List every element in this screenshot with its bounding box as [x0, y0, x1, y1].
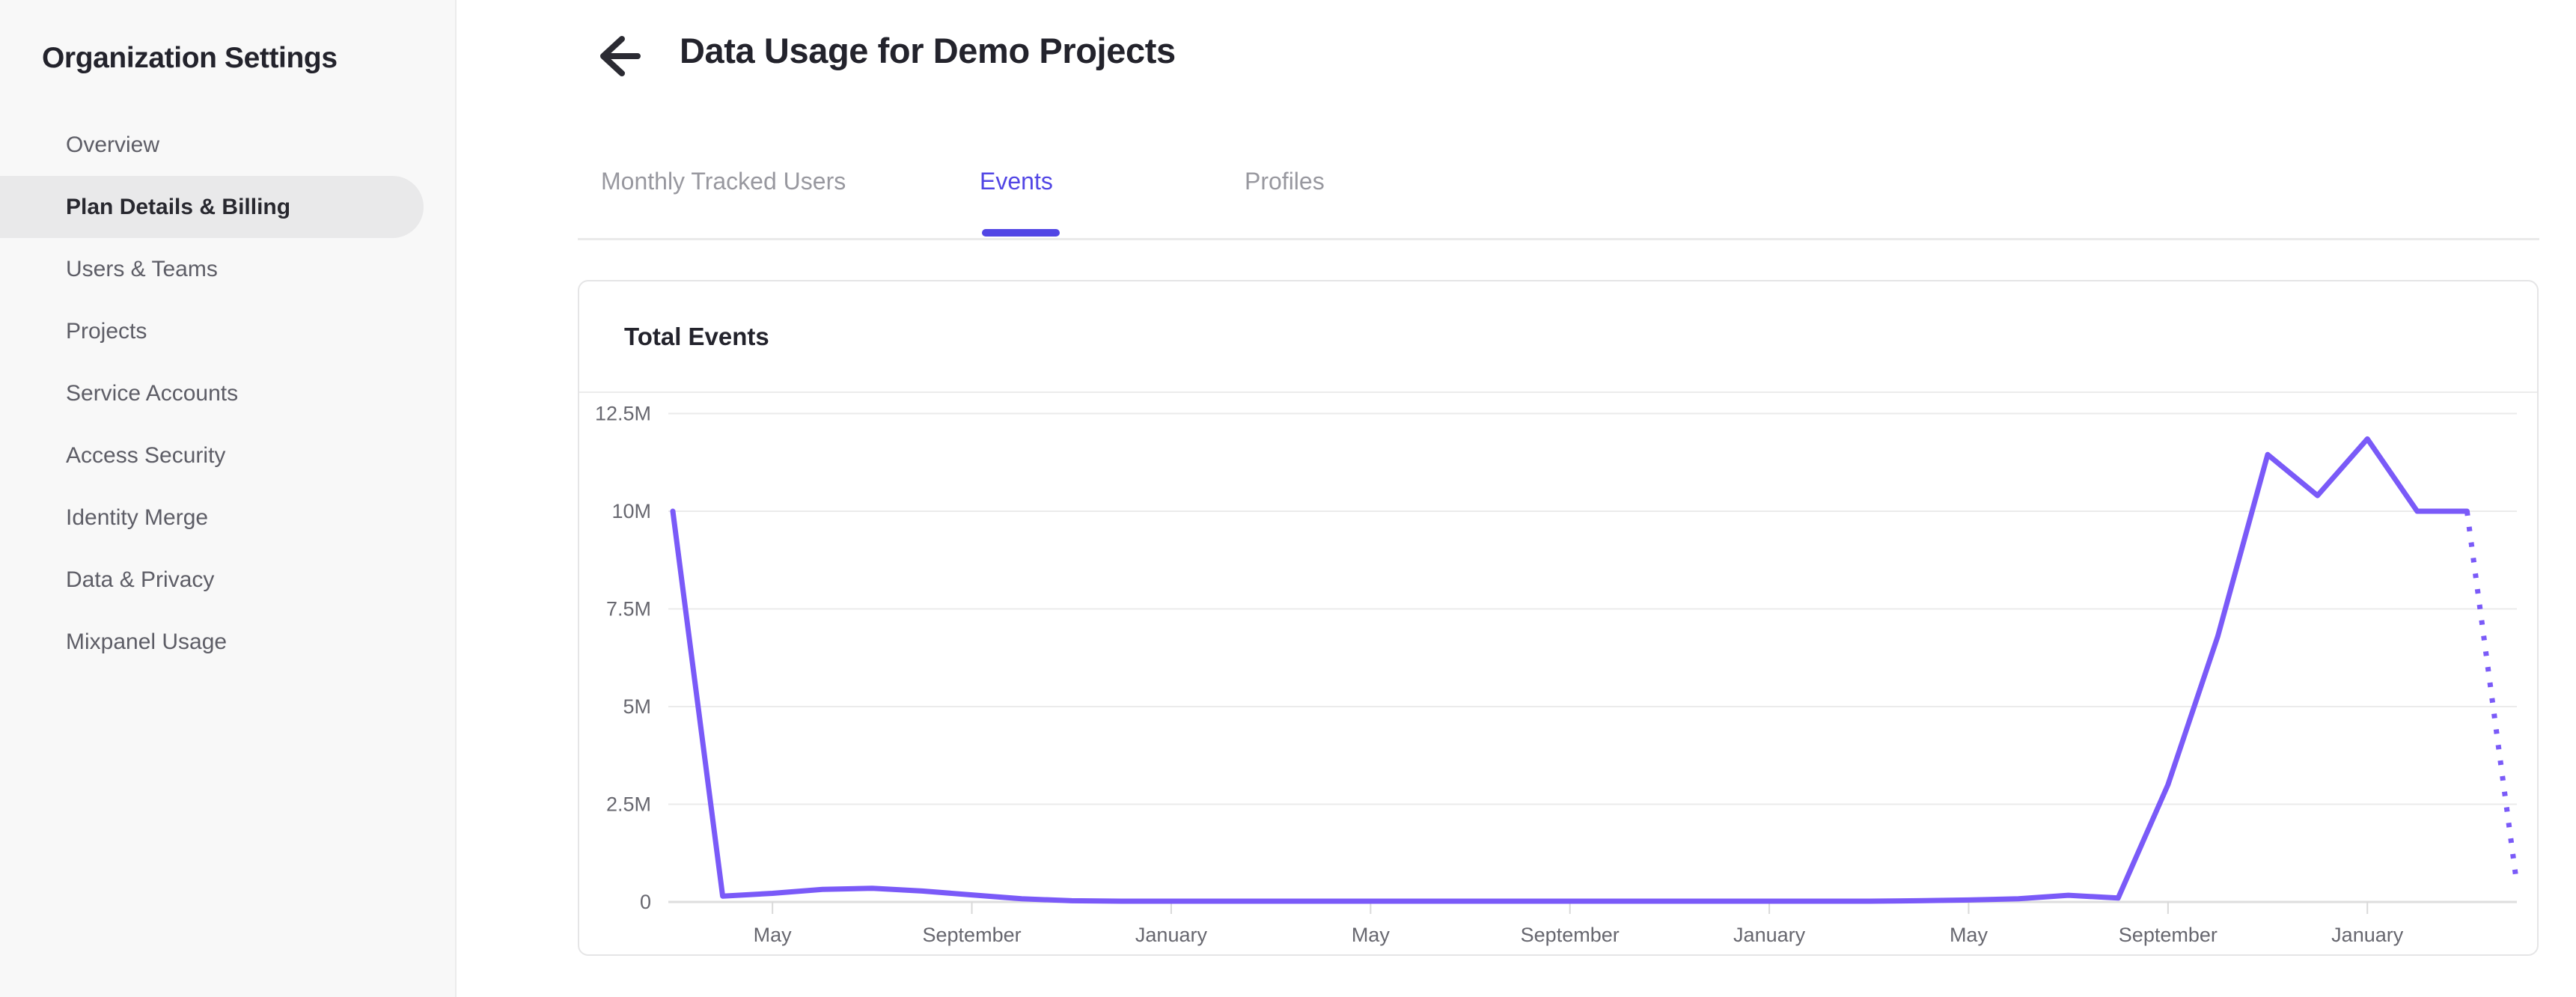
sidebar-item-overview[interactable]: Overview	[66, 132, 160, 157]
sidebar-item-data-privacy[interactable]: Data & Privacy	[66, 567, 215, 592]
x-axis-label: September	[2119, 924, 2218, 946]
series-line-total-events[interactable]	[670, 436, 2470, 904]
card-title: Total Events	[624, 322, 769, 350]
sidebar-item-projects[interactable]: Projects	[66, 318, 147, 344]
x-axis-label: January	[2331, 924, 2404, 946]
x-axis-label: September	[1521, 924, 1620, 946]
main-content: Data Usage for Demo Projects Profiles Eve…	[458, 0, 2576, 997]
tab-profiles[interactable]: Profiles	[1245, 168, 1325, 195]
sidebar-item-service-accounts[interactable]: Service Accounts	[66, 380, 239, 406]
back-button[interactable]	[585, 24, 650, 88]
y-axis-label: 2.5M	[606, 793, 651, 816]
x-axis-label: January	[1733, 924, 1806, 946]
sidebar-title: Organization Settings	[42, 42, 338, 74]
card-header: Total Events	[579, 281, 2537, 393]
y-axis-label: 7.5M	[606, 598, 651, 621]
sidebar-item-users-teams[interactable]: Users & Teams	[66, 256, 218, 281]
x-axis-label: May	[1950, 924, 1989, 946]
tabs-divider	[578, 238, 2539, 240]
organization-settings-sidebar: Organization Settings Overview Plan Detai…	[0, 0, 457, 997]
total-events-chart[interactable]: 12.5M 10M 7.5M 5M 2.5M 0 May September January Ma…	[579, 393, 2537, 954]
y-axis-label: 5M	[623, 695, 651, 718]
sidebar-item-mixpanel-usage[interactable]: Mixpanel Usage	[66, 629, 228, 654]
arrow-left-icon	[600, 36, 641, 76]
tab-monthly-tracked-users[interactable]: Monthly Tracked Users	[601, 168, 846, 195]
tab-events[interactable]: Events	[980, 168, 1053, 195]
series-line-projected-segment[interactable]	[2464, 510, 2520, 885]
tabs-bar: Profiles Events Monthly Tracked Users	[458, 0, 2576, 241]
x-axis-label: January	[1135, 924, 1208, 946]
y-axis-label: 10M	[611, 500, 651, 522]
sidebar-item-access-security[interactable]: Access Security	[66, 442, 226, 468]
y-axis-label: 0	[640, 891, 651, 913]
sidebar-item-plan-details-billing[interactable]: Plan Details & Billing	[0, 176, 424, 238]
sidebar-item-identity-merge[interactable]: Identity Merge	[66, 504, 209, 530]
total-events-card: Total Events 12.5M 10M 7.5M 5M 2.5M 0 May Septe…	[578, 280, 2539, 956]
active-tab-underline	[982, 229, 1060, 237]
y-axis-label: 12.5M	[595, 403, 651, 425]
x-axis-label: May	[1352, 924, 1391, 946]
x-axis-label: September	[923, 924, 1022, 946]
page-title: Data Usage for Demo Projects	[680, 31, 1176, 70]
sidebar-nav: Overview Plan Details & Billing Users & Te…	[0, 114, 457, 673]
x-axis-label: May	[754, 924, 793, 946]
